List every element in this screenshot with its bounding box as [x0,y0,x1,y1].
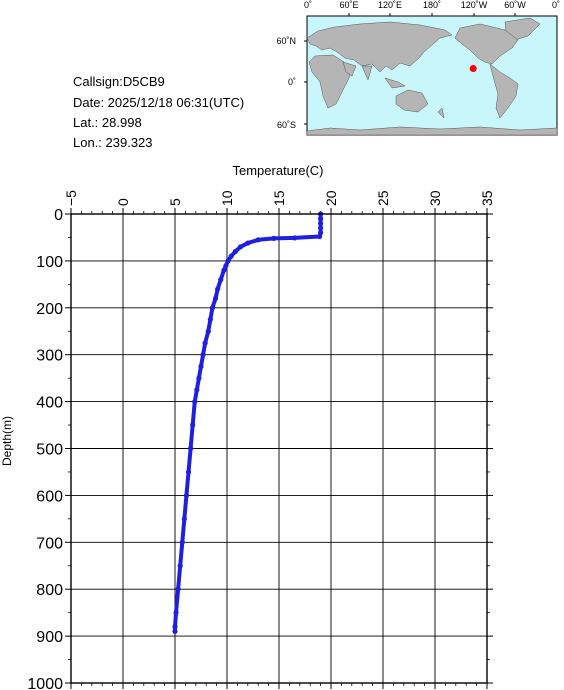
y-tick-label: 800 [36,582,63,599]
y-axis-title: Depth(m) [0,416,14,466]
x-axis-title: Temperature(C) [232,163,323,178]
map-lat-label: 60˚S [277,120,296,130]
x-tick-label: 20 [323,190,339,206]
x-tick-label: 5 [167,198,183,206]
grid-lines [70,213,488,684]
data-point [198,363,204,370]
y-tick-label: 200 [36,301,63,318]
data-point [202,340,208,346]
data-point [192,399,198,405]
map-lon-label: 120˚W [461,0,488,10]
data-point [225,258,231,264]
map-lat-label: 60˚N [276,36,296,46]
data-point [292,235,298,241]
map-land [306,17,558,136]
data-point [183,492,190,498]
data-point [190,422,196,428]
location-map: 0˚ 60˚E 120˚E 180˚ 120˚W 60˚W 0˚ 60˚N 0˚… [276,0,560,136]
callsign-label: Callsign:D5CB9 [73,74,165,89]
x-tick-label: 25 [375,190,391,206]
data-point [175,586,181,592]
data-point [316,233,323,240]
y-tick-label: 400 [36,395,63,412]
y-tick-labels: 0 100 200 300 400 500 600 700 800 900 1000 [27,207,63,690]
data-point [200,352,206,358]
data-point [173,610,179,616]
y-tick-label: 300 [36,348,63,365]
y-tick-label: 600 [36,488,63,505]
x-tick-label: 15 [271,190,287,206]
map-lon-label: 60˚E [339,0,358,10]
map-lon-label: 60˚W [504,0,526,10]
data-point [172,624,178,630]
plot-frame [70,213,488,684]
location-marker [469,64,477,72]
temperature-profile-line [173,214,323,632]
data-point [318,216,324,222]
data-point [255,237,261,243]
data-point [232,248,238,255]
data-point [194,387,200,393]
data-point [221,267,227,273]
data-point [196,375,202,381]
data-point [188,445,194,452]
data-point [212,295,219,302]
map-lon-label: 0˚ [304,0,312,10]
x-tick-label: 10 [219,190,235,206]
data-point [177,563,183,569]
data-point [205,328,211,334]
map-lon-label: 180˚ [423,0,441,10]
data-point [172,628,178,635]
x-tick-label: 0 [115,198,131,206]
x-tick-label: 30 [427,190,443,206]
data-point [271,235,277,241]
x-tick-labels: −5 0 5 10 15 20 25 30 35 [63,190,495,206]
x-tick-label: −5 [63,190,79,206]
data-point [209,305,216,311]
y-tick-label: 700 [36,535,63,552]
data-point [245,240,251,246]
data-point [318,225,324,231]
y-tick-label: 500 [36,442,63,459]
data-point [181,516,187,522]
data-point [228,253,234,259]
map-lon-label: 120˚E [378,0,402,10]
data-point [215,286,221,292]
data-point [223,262,229,269]
data-point [207,316,213,323]
latitude-label: Lat.: 28.998 [73,115,142,130]
y-tick-label: 1000 [27,676,63,690]
y-tick-label: 0 [54,207,63,224]
longitude-label: Lon.: 239.323 [73,135,153,150]
map-lat-label: 0˚ [288,77,296,87]
date-label: Date: 2025/12/18 06:31(UTC) [73,95,245,110]
data-point [218,277,224,283]
map-lon-label: 0˚ [552,0,560,10]
data-point [185,469,192,475]
x-tick-label: 35 [479,190,495,206]
data-point [237,244,244,250]
y-tick-label: 900 [36,629,63,646]
data-point [318,220,324,226]
y-tick-label: 100 [36,254,63,271]
data-point [179,539,185,545]
profile-points [172,211,324,635]
